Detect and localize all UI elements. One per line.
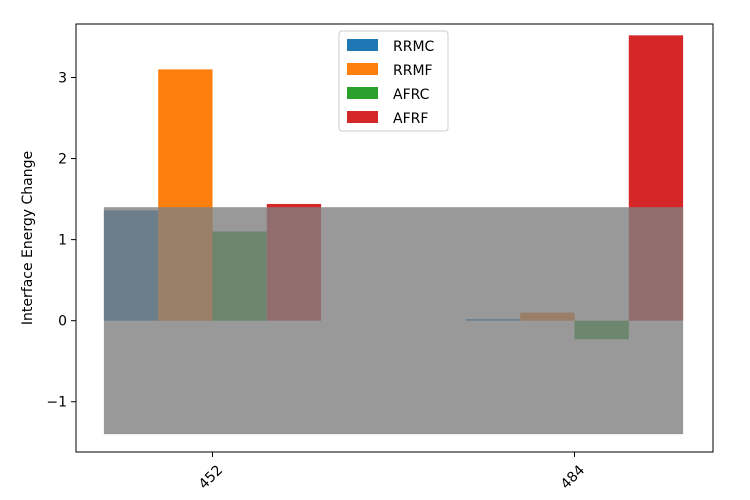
y-tick-label: 3 [58, 71, 67, 87]
legend-box [338, 30, 449, 132]
y-axis: −1 0 1 2 3 [46, 71, 76, 411]
y-tick-label: −1 [46, 395, 67, 411]
y-tick-label: 0 [58, 314, 67, 330]
legend-swatch-rrmc [347, 39, 378, 51]
x-tick-label: 452 [196, 462, 226, 492]
plot-frame [75, 23, 714, 453]
legend-label-afrf: AFRF [393, 111, 428, 127]
legend: RRMC RRMF AFRC AFRF [338, 30, 449, 132]
legend-label-afrc: AFRC [393, 87, 430, 103]
y-tick-label: 2 [58, 152, 67, 168]
x-tick-label: 484 [558, 462, 588, 492]
y-tick-label: 1 [58, 233, 67, 249]
legend-swatch-afrc [347, 87, 378, 99]
legend-swatch-afrf [347, 111, 378, 123]
x-axis: 452 484 [196, 452, 588, 493]
overlay-band [103, 207, 684, 435]
legend-label-rrmc: RRMC [393, 39, 435, 55]
legend-label-rrmf: RRMF [393, 63, 433, 79]
legend-swatch-rrmf [347, 63, 378, 75]
y-axis-label: Interface Energy Change [20, 151, 36, 325]
